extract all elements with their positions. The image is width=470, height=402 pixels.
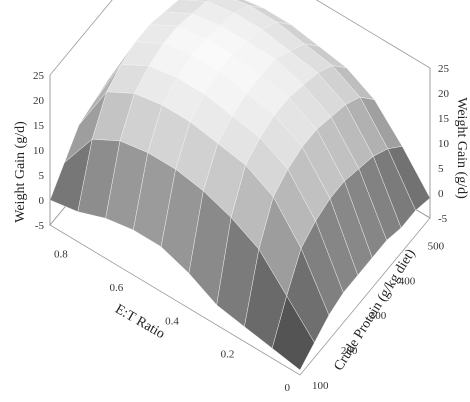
y-tick: 400 xyxy=(399,275,416,287)
z-axis-label-right: Weight Gain (g/d) xyxy=(454,97,469,199)
x-tick: 0.2 xyxy=(221,349,235,361)
z-tick-right: 20 xyxy=(438,88,450,100)
surface-cell xyxy=(271,295,315,371)
z-tick-right: 10 xyxy=(438,138,450,150)
x-tick: 0.6 xyxy=(110,282,124,294)
z-tick-right: 0 xyxy=(438,188,444,200)
z-tick-left: -5 xyxy=(35,220,45,232)
z-tick-left: 0 xyxy=(39,195,45,207)
z-tick-right: 25 xyxy=(438,63,450,75)
x-axis-label: E:T Ratio xyxy=(112,302,167,342)
plot-frame-front xyxy=(49,68,431,225)
y-tick: 100 xyxy=(312,380,329,392)
z-tick-left: 25 xyxy=(33,70,45,82)
y-tick: 200 xyxy=(341,345,358,357)
z-tick-right: 5 xyxy=(438,163,444,175)
x-tick: 0.8 xyxy=(54,249,68,261)
x-tick: 0 xyxy=(285,382,291,394)
y-tick: 500 xyxy=(428,240,445,252)
z-tick-left: 5 xyxy=(39,170,45,182)
z-tick-left: 20 xyxy=(33,95,45,107)
tick-labels: -5 -5 0 0 5 5 10 10 15 15 20 20 25 25 0 0.2 0.4 0.6 0.8 100… xyxy=(33,63,450,394)
z-tick-right: -5 xyxy=(438,213,448,225)
y-tick: 300 xyxy=(370,310,387,322)
z-tick-left: 15 xyxy=(33,120,45,132)
z-tick-right: 15 xyxy=(438,113,450,125)
z-tick-left: 10 xyxy=(33,145,45,157)
x-tick: 0.4 xyxy=(165,315,179,327)
z-axis-label-left: Weight Gain (g/d) xyxy=(13,121,28,223)
surface-mesh xyxy=(49,0,431,371)
